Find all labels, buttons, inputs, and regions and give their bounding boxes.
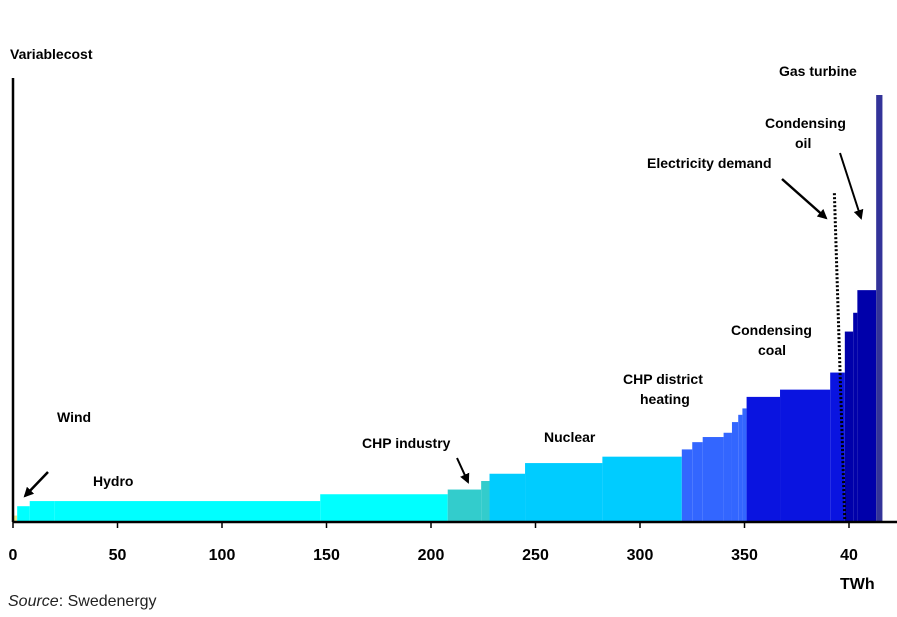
bar-chp-district-heating-3 [723, 432, 732, 522]
bar-condensing-oil-2 [857, 290, 877, 522]
y-axis-label: Variablecost [10, 46, 93, 62]
label-coal-2: coal [758, 342, 786, 358]
x-tick-label-4: 200 [418, 547, 445, 564]
x-tick-label-2: 100 [209, 547, 236, 564]
label-coal-1: Condensing [731, 322, 812, 338]
bar-chp-district-heating-2 [702, 437, 724, 522]
label-chp-industry: CHP industry [362, 435, 451, 451]
x-tick-label-3: 150 [313, 547, 340, 564]
source-prefix: Source [8, 593, 59, 610]
label-hydro: Hydro [93, 473, 133, 489]
bar-chp-district-heating-1 [692, 442, 703, 522]
label-wind: Wind [57, 409, 91, 425]
bar-hydro-3 [320, 494, 448, 522]
label-oil-2: oil [795, 135, 811, 151]
bars-group [13, 95, 883, 522]
bar-chp-district-heating-5 [738, 414, 743, 522]
bar-hydro-0 [17, 506, 30, 522]
bar-wind-0 [13, 515, 18, 522]
label-nuclear: Nuclear [544, 429, 596, 445]
bar-chp-industry-0 [447, 489, 482, 522]
x-axis-label: TWh [840, 576, 875, 593]
bar-chp-district-heating-4 [731, 422, 739, 522]
label-oil-1: Condensing [765, 115, 846, 131]
label-gas-turbine: Gas turbine [779, 63, 857, 79]
bar-condensing-coal-0 [746, 396, 781, 522]
source-note: Source: Swedenergy [8, 593, 157, 611]
label-chp-district-2: heating [640, 391, 690, 407]
bar-hydro-2 [54, 501, 321, 522]
arrow-demand [781, 178, 828, 220]
bar-condensing-oil-1 [853, 312, 858, 522]
arrow-oil [839, 152, 864, 220]
x-tick-label-1: 50 [109, 547, 127, 564]
arrow-wind [23, 471, 49, 498]
x-ticks: 0 50 100 150 200 250 300 350 40 [9, 522, 858, 564]
x-tick-label-5: 250 [522, 547, 549, 564]
bar-nuclear-0 [489, 473, 526, 522]
x-tick-label-6: 300 [627, 547, 654, 564]
x-tick-label-0: 0 [9, 547, 18, 564]
bar-nuclear-2 [602, 456, 682, 522]
x-tick-label-8: 40 [840, 547, 858, 564]
label-demand: Electricity demand [647, 155, 772, 171]
label-chp-district-1: CHP district [623, 371, 703, 387]
bar-gas-turbine-0 [876, 95, 883, 522]
x-tick-label-7: 350 [731, 547, 758, 564]
bar-chp-district-heating-6 [742, 408, 747, 522]
bar-nuclear-1 [525, 463, 603, 522]
demand-line [832, 193, 847, 523]
arrow-chp-industry [456, 457, 470, 484]
source-text: : Swedenergy [58, 593, 157, 610]
bar-condensing-oil-0 [844, 331, 854, 522]
bar-chp-district-heating-0 [681, 449, 693, 522]
bar-hydro-1 [29, 501, 55, 522]
bar-condensing-coal-2 [830, 372, 845, 522]
bar-chp-industry-1 [481, 481, 490, 522]
bar-condensing-coal-1 [780, 389, 831, 522]
